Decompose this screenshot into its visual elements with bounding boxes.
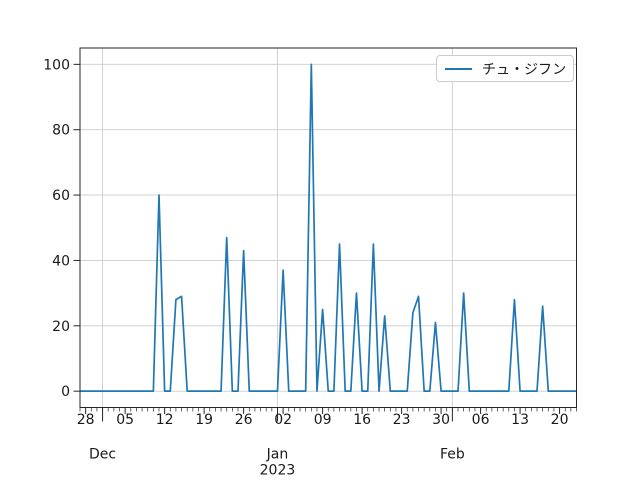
y-tick-label: 40 [52, 253, 70, 269]
x-tick-label: 28 [77, 412, 95, 428]
y-tick-label: 20 [52, 319, 70, 335]
x-axis: 28 05 12 19 26 02 09 16 23 30 06 13 20 [77, 407, 569, 428]
data-line [80, 63, 577, 393]
x-tick-label: 02 [274, 412, 292, 428]
y-axis: 0 20 40 60 80 100 [43, 57, 80, 400]
x-tick-label: 20 [551, 412, 569, 428]
x-tick-label: 26 [235, 412, 253, 428]
x-minor-ticks [79, 407, 577, 412]
x-tick-label: 23 [393, 412, 411, 428]
x-tick-label: 19 [195, 412, 213, 428]
year-label: 2023 [260, 463, 296, 479]
month-label: Jan [266, 447, 289, 463]
x-tick-label: 16 [353, 412, 371, 428]
x-tick-label: 30 [432, 412, 450, 428]
x-tick-label: 06 [472, 412, 490, 428]
x-tick-label: 13 [511, 412, 529, 428]
legend: チュ・ジフン [436, 55, 574, 82]
x-tick-label: 12 [156, 412, 174, 428]
y-tick-label: 100 [43, 57, 70, 73]
x-tick-label: 05 [116, 412, 134, 428]
legend-label: チュ・ジフン [482, 61, 567, 78]
x-tick-label: 09 [314, 412, 332, 428]
y-tick-label: 0 [61, 384, 70, 400]
y-tick-label: 60 [52, 188, 70, 204]
month-label: Dec [89, 447, 116, 463]
legend-line-sample [445, 67, 472, 70]
y-tick-label: 80 [52, 123, 70, 139]
month-label: Feb [440, 447, 465, 463]
